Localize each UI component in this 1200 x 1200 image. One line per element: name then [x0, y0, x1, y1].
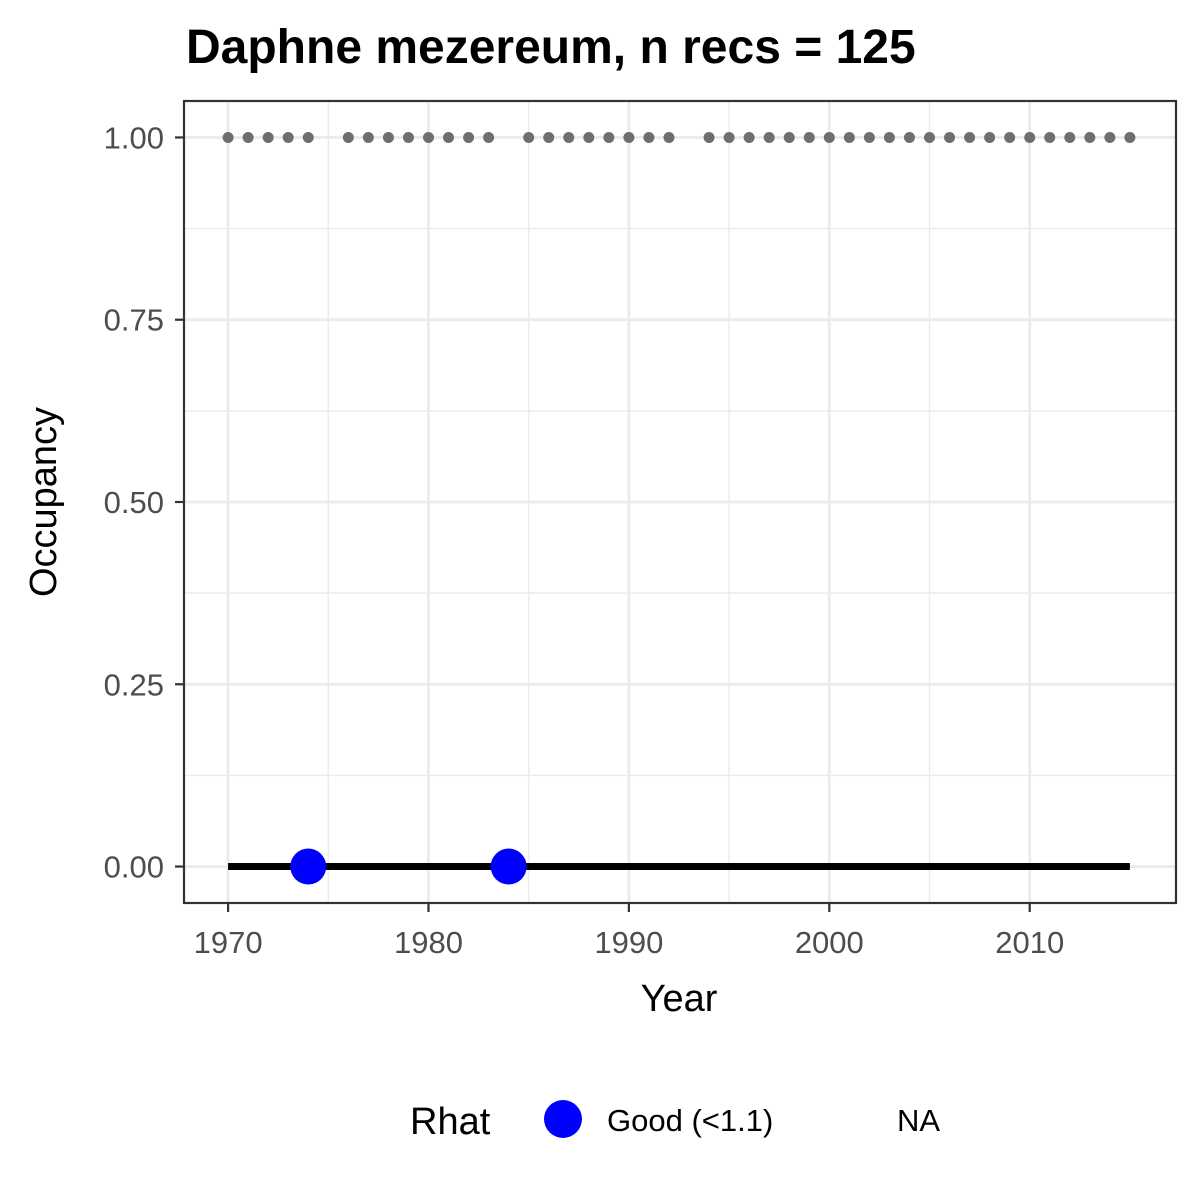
record-year-point	[623, 131, 635, 143]
record-year-point	[1024, 131, 1036, 143]
rhat-good-point	[290, 848, 327, 885]
record-year-point	[723, 131, 735, 143]
record-year-point	[783, 131, 795, 143]
chart-title: Daphne mezereum, n recs = 125	[186, 21, 916, 74]
y-tick-label: 0.50	[104, 485, 164, 520]
record-year-point	[402, 131, 414, 143]
legend-key-good	[544, 1100, 582, 1138]
x-tick-label: 1970	[194, 925, 263, 960]
record-year-point	[863, 131, 875, 143]
record-year-point	[703, 131, 715, 143]
x-tick-label: 1980	[394, 925, 463, 960]
record-year-point	[1064, 131, 1076, 143]
record-year-point	[964, 131, 976, 143]
y-tick-label: 0.00	[104, 850, 164, 885]
record-year-point	[463, 131, 475, 143]
rhat-good-points-series	[290, 848, 527, 885]
record-year-point	[643, 131, 655, 143]
record-year-point	[563, 131, 575, 143]
record-year-point	[883, 131, 895, 143]
axes: 0.00 0.25 0.50 0.75 1.00 1970 1980 1990 2000 2010	[104, 120, 1065, 960]
record-year-point	[1104, 131, 1116, 143]
record-year-point	[382, 131, 394, 143]
x-tick-label: 1990	[594, 925, 663, 960]
x-tick-label: 2010	[995, 925, 1064, 960]
record-year-point	[1124, 131, 1136, 143]
record-year-point	[523, 131, 535, 143]
record-year-point	[583, 131, 595, 143]
y-axis-title: Occupancy	[23, 407, 65, 597]
record-year-point	[262, 131, 274, 143]
record-year-point	[483, 131, 495, 143]
legend-title: Rhat	[410, 1101, 491, 1143]
record-year-point	[222, 131, 234, 143]
record-year-point	[242, 131, 254, 143]
record-year-point	[663, 131, 675, 143]
record-year-point	[422, 131, 434, 143]
record-year-point	[803, 131, 815, 143]
y-tick-label: 0.25	[104, 667, 164, 702]
record-year-point	[443, 131, 455, 143]
legend: Rhat Good (<1.1) NA	[410, 1100, 940, 1143]
record-year-point	[743, 131, 755, 143]
record-year-point	[1004, 131, 1016, 143]
record-year-point	[763, 131, 775, 143]
record-year-point	[1084, 131, 1096, 143]
record-year-point	[944, 131, 956, 143]
grid	[184, 101, 1176, 903]
legend-label-na: NA	[897, 1103, 940, 1138]
y-tick-label: 0.75	[104, 303, 164, 338]
record-years-series	[222, 131, 1136, 143]
record-year-point	[903, 131, 915, 143]
record-year-point	[282, 131, 294, 143]
record-year-point	[924, 131, 936, 143]
record-year-point	[1044, 131, 1056, 143]
record-year-point	[302, 131, 314, 143]
legend-label-good: Good (<1.1)	[607, 1103, 773, 1138]
rhat-good-point	[490, 848, 527, 885]
record-year-point	[543, 131, 555, 143]
record-year-point	[342, 131, 354, 143]
record-year-point	[603, 131, 615, 143]
record-year-point	[823, 131, 835, 143]
record-year-point	[362, 131, 374, 143]
record-year-point	[843, 131, 855, 143]
x-axis-title: Year	[641, 978, 718, 1020]
record-year-point	[984, 131, 996, 143]
y-tick-label: 1.00	[104, 120, 164, 155]
x-tick-label: 2000	[795, 925, 864, 960]
